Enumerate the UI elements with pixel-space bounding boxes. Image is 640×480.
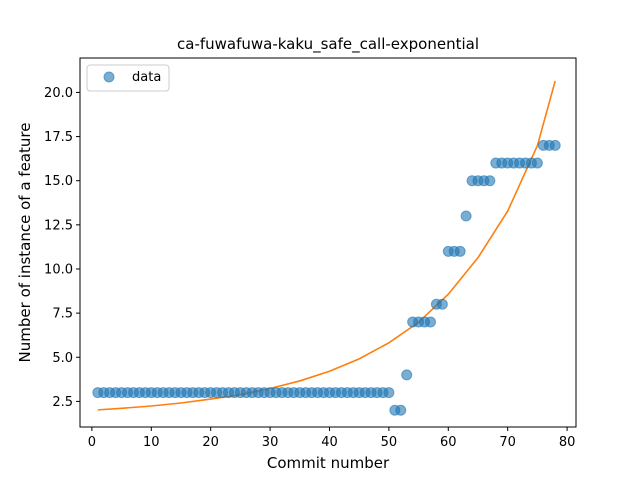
- legend-box: [86, 64, 170, 92]
- data-point: [484, 175, 496, 187]
- x-tick-label: 0: [88, 435, 96, 450]
- data-point: [395, 404, 407, 416]
- data-point: [549, 139, 561, 151]
- x-tick-label: 20: [202, 435, 219, 450]
- plot-frame: [79, 57, 577, 428]
- series-line-fit: [97, 80, 556, 411]
- data-point: [531, 157, 543, 169]
- legend-label-data: data: [132, 70, 161, 85]
- y-tick-label: 15.0: [44, 174, 73, 189]
- x-tick-label: 60: [440, 435, 457, 450]
- chart-title: ca-fuwafuwa-kaku_safe_call-exponential: [177, 35, 479, 54]
- y-tick-label: 7.5: [52, 307, 73, 322]
- y-axis-title: Number of instance of a feature: [16, 123, 34, 363]
- y-tick-label: 17.5: [44, 130, 73, 145]
- legend-marker-data: [103, 71, 115, 83]
- x-axis-title: Commit number: [267, 454, 390, 472]
- x-tick-label: 70: [499, 435, 516, 450]
- data-point: [454, 245, 466, 257]
- y-tick-label: 5.0: [52, 351, 73, 366]
- x-tick-label: 10: [143, 435, 160, 450]
- data-point: [383, 387, 395, 399]
- y-tick-label: 20.0: [44, 86, 73, 101]
- data-point: [460, 210, 472, 222]
- data-point: [436, 298, 448, 310]
- legend: data: [86, 64, 170, 92]
- x-tick-label: 80: [559, 435, 576, 450]
- x-tick-label: 40: [321, 435, 338, 450]
- x-tick-label: 30: [262, 435, 279, 450]
- data-point: [401, 369, 413, 381]
- y-tick-label: 10.0: [44, 262, 73, 277]
- x-tick-label: 50: [381, 435, 398, 450]
- y-tick-label: 12.5: [44, 218, 73, 233]
- y-tick-label: 2.5: [52, 395, 73, 410]
- data-point: [424, 316, 436, 328]
